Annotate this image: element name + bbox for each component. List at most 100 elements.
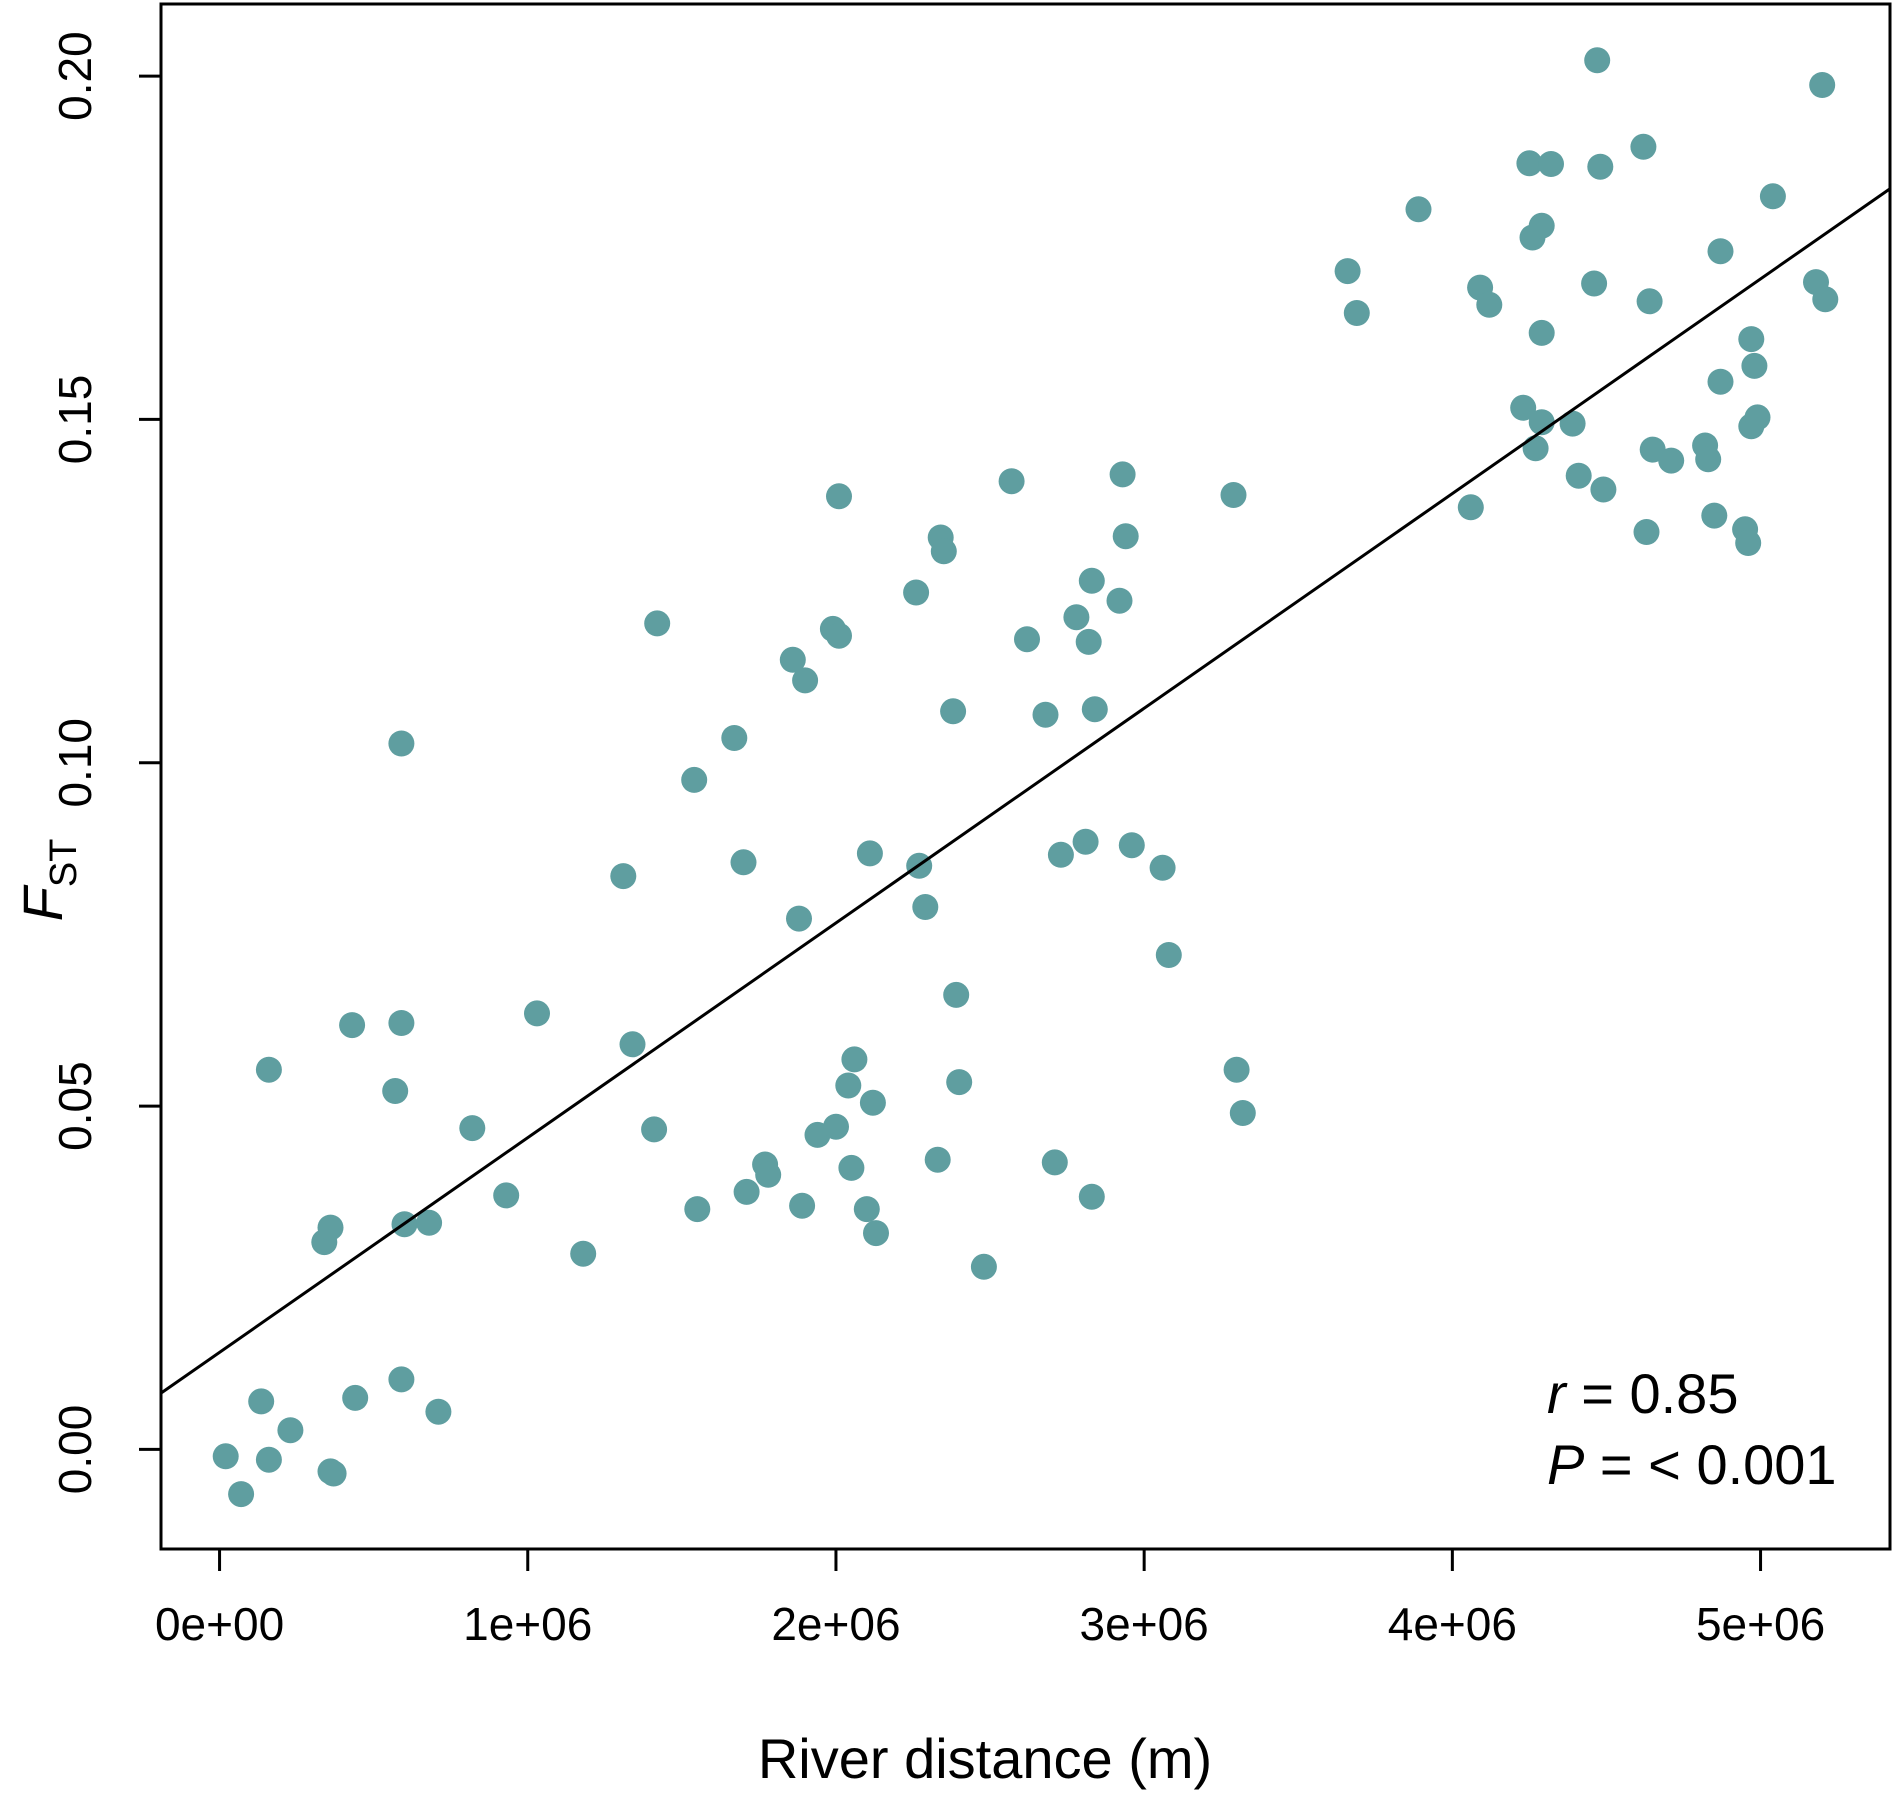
data-point — [940, 698, 967, 725]
data-point — [823, 1113, 849, 1140]
data-point — [835, 1072, 862, 1099]
y-axis: 0.00 0.05 0.10 0.15 0.20 — [49, 31, 163, 1494]
data-point — [998, 468, 1025, 495]
data-point — [425, 1398, 452, 1425]
data-point — [1229, 1100, 1256, 1126]
data-point — [1078, 1183, 1105, 1210]
data-point — [248, 1388, 275, 1415]
data-point — [1528, 409, 1555, 436]
data-point — [943, 981, 970, 1008]
data-point — [779, 646, 806, 673]
data-point — [619, 1031, 646, 1058]
data-point — [946, 1069, 973, 1096]
data-point — [1538, 151, 1564, 177]
data-points — [212, 47, 1839, 1508]
data-point — [930, 538, 957, 565]
data-point — [320, 1460, 347, 1487]
data-point — [1809, 72, 1836, 98]
data-point — [212, 1443, 239, 1470]
p-value-annotation: P = < 0.001 — [1547, 1433, 1837, 1496]
data-point — [255, 1056, 282, 1083]
data-point — [684, 1196, 711, 1223]
data-point — [342, 1384, 369, 1411]
y-tick-label: 0.05 — [49, 1061, 101, 1151]
y-axis-title-main: F — [11, 884, 74, 921]
data-point — [924, 1146, 951, 1173]
data-point — [1565, 462, 1592, 489]
p-value-symbol: P — [1547, 1433, 1584, 1496]
data-point — [388, 1366, 415, 1393]
data-point — [644, 610, 671, 637]
y-tick-label: 0.10 — [49, 718, 101, 808]
data-point — [1112, 523, 1139, 550]
data-point — [1695, 446, 1722, 473]
data-point — [853, 1196, 880, 1223]
data-point — [1155, 942, 1182, 968]
data-point — [838, 1154, 865, 1181]
data-point — [493, 1182, 520, 1209]
x-tick-label: 2e+06 — [771, 1598, 900, 1650]
data-point — [1081, 696, 1108, 723]
data-point — [1149, 854, 1176, 881]
data-point — [1118, 832, 1145, 859]
data-point — [339, 1012, 366, 1039]
data-point — [1047, 841, 1074, 868]
data-point — [1633, 519, 1660, 545]
data-point — [1041, 1149, 1068, 1176]
data-point — [641, 1116, 668, 1143]
data-point — [859, 1089, 886, 1116]
data-point — [863, 1220, 889, 1247]
svg-text:FST: FST — [11, 839, 85, 922]
data-point — [733, 1178, 760, 1205]
data-point — [1735, 530, 1762, 556]
data-point — [1078, 567, 1105, 594]
data-point — [1510, 394, 1537, 421]
data-point — [317, 1214, 344, 1241]
data-point — [610, 863, 637, 890]
data-point — [826, 622, 852, 649]
y-tick-label: 0.15 — [49, 375, 101, 465]
data-point — [786, 905, 812, 932]
data-point — [459, 1115, 486, 1142]
data-point — [416, 1209, 443, 1236]
data-point — [570, 1240, 597, 1267]
data-point — [903, 579, 930, 606]
y-axis-title: FST — [11, 839, 85, 922]
data-point — [524, 1000, 550, 1027]
data-point — [755, 1161, 782, 1188]
y-tick-label: 0.20 — [49, 31, 101, 121]
data-point — [1516, 150, 1543, 177]
x-tick-label: 1e+06 — [463, 1598, 592, 1650]
data-point — [1658, 447, 1685, 474]
data-point — [1584, 47, 1611, 74]
data-point — [1334, 258, 1361, 285]
data-point — [1075, 628, 1102, 655]
x-tick-label: 5e+06 — [1696, 1598, 1825, 1650]
x-tick-label: 3e+06 — [1080, 1598, 1209, 1650]
data-point — [1106, 587, 1133, 614]
data-point — [826, 483, 852, 510]
data-point — [1559, 410, 1586, 437]
x-axis-title: River distance (m) — [758, 1727, 1212, 1790]
data-point — [1528, 319, 1555, 346]
x-axis: 0e+00 1e+06 2e+06 3e+06 4e+06 5e+06 — [155, 1547, 1825, 1650]
data-point — [1812, 286, 1839, 313]
data-point — [1701, 502, 1728, 529]
data-point — [1744, 404, 1771, 431]
data-point — [1707, 238, 1734, 265]
data-point — [1072, 828, 1099, 855]
data-point — [1759, 183, 1786, 210]
correlation-value: = 0.85 — [1566, 1362, 1739, 1425]
data-point — [1590, 476, 1617, 503]
data-point — [388, 730, 415, 757]
x-tick-label: 4e+06 — [1388, 1598, 1517, 1650]
data-point — [1220, 482, 1247, 508]
data-point — [255, 1446, 282, 1473]
data-point — [912, 894, 939, 920]
data-point — [228, 1481, 255, 1508]
data-point — [1630, 133, 1657, 160]
y-axis-title-subscript: ST — [43, 839, 85, 888]
data-point — [1223, 1056, 1250, 1083]
data-point — [1014, 626, 1040, 653]
